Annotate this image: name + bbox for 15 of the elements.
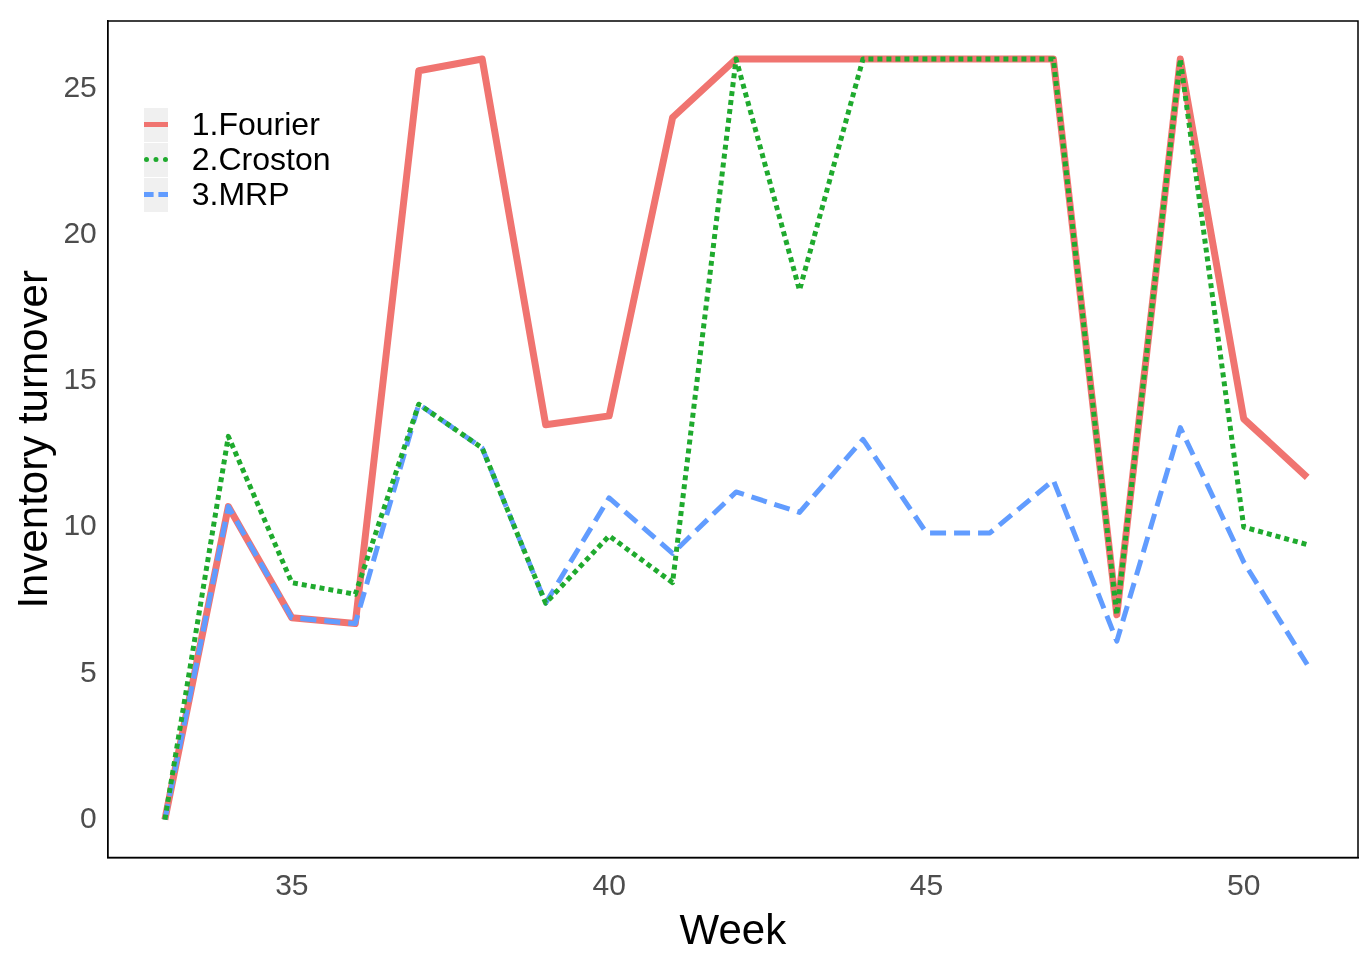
x-tick-label: 45 xyxy=(909,867,944,901)
y-tick-label: 15 xyxy=(63,362,97,396)
y-tick-label: 10 xyxy=(63,508,97,542)
legend-label: 2.Croston xyxy=(191,141,331,178)
y-axis-title: Inventory turnover xyxy=(8,270,56,609)
legend-label: 3.MRP xyxy=(191,176,290,213)
x-axis-title: Week xyxy=(679,906,788,954)
y-tick-label: 25 xyxy=(63,69,97,103)
x-tick-label: 35 xyxy=(275,867,309,901)
legend-label: 1.Fourier xyxy=(191,106,320,143)
y-tick-label: 20 xyxy=(63,215,97,249)
x-tick-label: 50 xyxy=(1227,867,1261,901)
y-tick-label: 0 xyxy=(80,800,97,834)
y-tick-label: 5 xyxy=(80,654,97,688)
x-tick-label: 40 xyxy=(592,867,626,901)
